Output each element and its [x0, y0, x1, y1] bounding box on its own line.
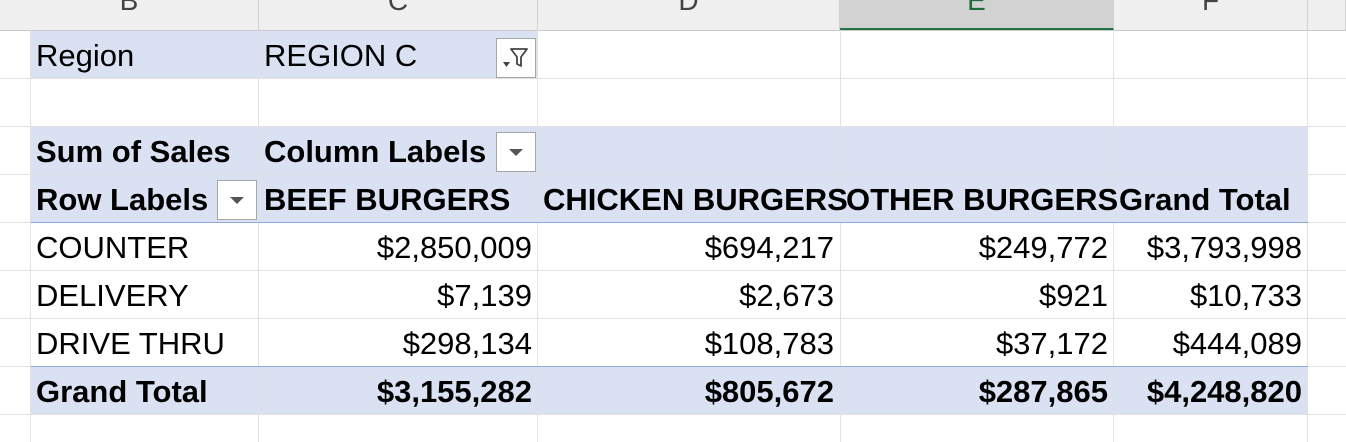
filter-dropdown-icon [503, 48, 528, 67]
column-header-chicken-burgers[interactable]: CHICKEN BURGERS [543, 182, 848, 217]
row-labels-header: Row Labels [36, 182, 209, 217]
grid-line [840, 30, 841, 442]
column-header-b[interactable]: B [0, 0, 259, 30]
grid-line [0, 414, 1346, 415]
value-cell[interactable]: $2,850,009 [376, 230, 532, 265]
row-total-cell[interactable]: $444,089 [1172, 326, 1302, 361]
column-header-grand-total: Grand Total [1119, 182, 1291, 217]
grid-line [0, 78, 1346, 79]
value-cell[interactable]: $7,139 [437, 278, 532, 313]
column-header-d[interactable]: D [538, 0, 840, 30]
column-header-bar: B C D E F [0, 0, 1346, 31]
values-field-label: Sum of Sales [36, 134, 231, 169]
value-cell[interactable]: $694,217 [704, 230, 834, 265]
column-header-other-burgers[interactable]: OTHER BURGERS [846, 182, 1119, 217]
grand-total-overall-cell[interactable]: $4,248,820 [1146, 374, 1302, 409]
grid-line [0, 174, 1346, 175]
grid-line [30, 30, 31, 442]
grid-line [0, 126, 1346, 127]
row-labels-dropdown-button[interactable] [217, 180, 257, 220]
value-cell[interactable]: $108,783 [704, 326, 834, 361]
column-header-g[interactable] [1308, 0, 1346, 30]
grid-line [0, 270, 1346, 271]
column-header-e[interactable]: E [840, 0, 1114, 30]
value-cell[interactable]: $921 [1039, 278, 1108, 313]
report-filter-area [31, 31, 538, 78]
column-header-beef-burgers[interactable]: BEEF BURGERS [264, 182, 511, 217]
grand-total-cell[interactable]: $287,865 [978, 374, 1108, 409]
grid-line [1307, 30, 1308, 442]
column-header-c[interactable]: C [259, 0, 538, 30]
row-label-delivery[interactable]: DELIVERY [36, 278, 189, 313]
pivot-total-separator [31, 366, 1308, 367]
column-labels-header: Column Labels [264, 134, 487, 169]
filter-dropdown-button[interactable] [496, 38, 536, 78]
chevron-down-icon [230, 197, 244, 204]
filter-value[interactable]: REGION C [264, 38, 418, 73]
filter-label: Region [36, 38, 135, 73]
value-cell[interactable]: $298,134 [402, 326, 532, 361]
grid-line [1113, 30, 1114, 442]
grand-total-cell[interactable]: $805,672 [704, 374, 834, 409]
grid-line [258, 30, 259, 442]
grid-line [537, 30, 538, 442]
column-labels-dropdown-button[interactable] [496, 132, 536, 172]
row-label-counter[interactable]: COUNTER [36, 230, 190, 265]
chevron-down-icon [509, 149, 523, 156]
grand-total-cell[interactable]: $3,155,282 [376, 374, 532, 409]
row-total-cell[interactable]: $10,733 [1189, 278, 1302, 313]
value-cell[interactable]: $249,772 [978, 230, 1108, 265]
grand-total-label: Grand Total [36, 374, 208, 409]
pivot-header-separator [31, 222, 1308, 223]
pivot-grand-total-area [31, 367, 1308, 414]
column-header-f[interactable]: F [1114, 0, 1308, 30]
row-total-cell[interactable]: $3,793,998 [1146, 230, 1302, 265]
grid-line [0, 318, 1346, 319]
value-cell[interactable]: $2,673 [739, 278, 834, 313]
value-cell[interactable]: $37,172 [995, 326, 1108, 361]
row-label-drive-thru[interactable]: DRIVE THRU [36, 326, 225, 361]
